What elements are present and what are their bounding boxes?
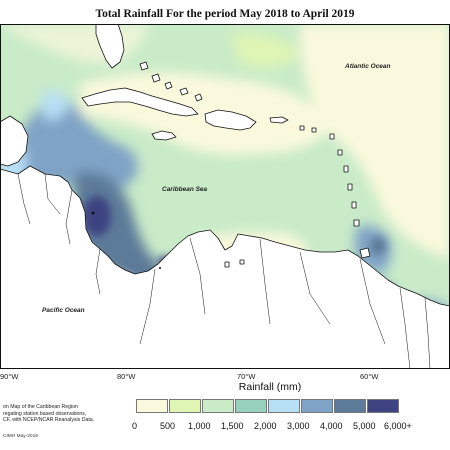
- land-jamaica: [151, 130, 177, 141]
- legend-swatch-6: [334, 399, 366, 413]
- map-credit: CIMH May-2019: [3, 434, 38, 439]
- map-note: on Map of the Caribbean Region regating …: [3, 404, 95, 424]
- legend-swatch-3: [235, 399, 267, 413]
- land-puerto-rico: [269, 116, 289, 124]
- legend-level-7: 5,000: [353, 421, 376, 431]
- land-yucatan: [0, 115, 29, 167]
- legend-level-8: 6,000+: [384, 421, 412, 431]
- label-atlantic-ocean: Atlantic Ocean: [345, 63, 391, 70]
- legend-swatch-1: [169, 399, 201, 413]
- legend-title: Rainfall (mm): [238, 381, 302, 393]
- legend-swatch-7: [367, 399, 399, 413]
- legend-level-3: 1,500: [221, 421, 244, 431]
- land-hispaniola: [204, 109, 257, 131]
- legend-level-6: 4,000: [320, 421, 343, 431]
- legend-swatch-4: [268, 399, 300, 413]
- land-central-south-america: [0, 165, 450, 369]
- land-florida: [95, 24, 125, 69]
- label-pacific-ocean: Pacific Ocean: [42, 307, 85, 314]
- legend-swatch-0: [136, 399, 168, 413]
- tick-90w: 90°W: [0, 372, 19, 381]
- legend-swatch-5: [301, 399, 333, 413]
- legend-level-2: 1,000: [188, 421, 211, 431]
- tick-70w: 70°W: [237, 372, 256, 381]
- legend-level-5: 3,000: [287, 421, 310, 431]
- land: [0, 24, 450, 369]
- station-markers: [91, 211, 161, 269]
- legend-level-4: 2,000: [254, 421, 277, 431]
- legend-swatch-2: [202, 399, 234, 413]
- legend-level-1: 500: [160, 421, 176, 431]
- land-cuba: [81, 87, 199, 117]
- rainfall-map: [0, 24, 450, 369]
- tick-60w: 60°W: [360, 372, 379, 381]
- tick-80w: 80°W: [117, 372, 136, 381]
- country-borders: [17, 173, 431, 369]
- legend-level-0: 0: [132, 421, 138, 431]
- map-title: Total Rainfall For the period May 2018 t…: [95, 8, 355, 20]
- label-caribbean-sea: Caribbean Sea: [162, 186, 208, 193]
